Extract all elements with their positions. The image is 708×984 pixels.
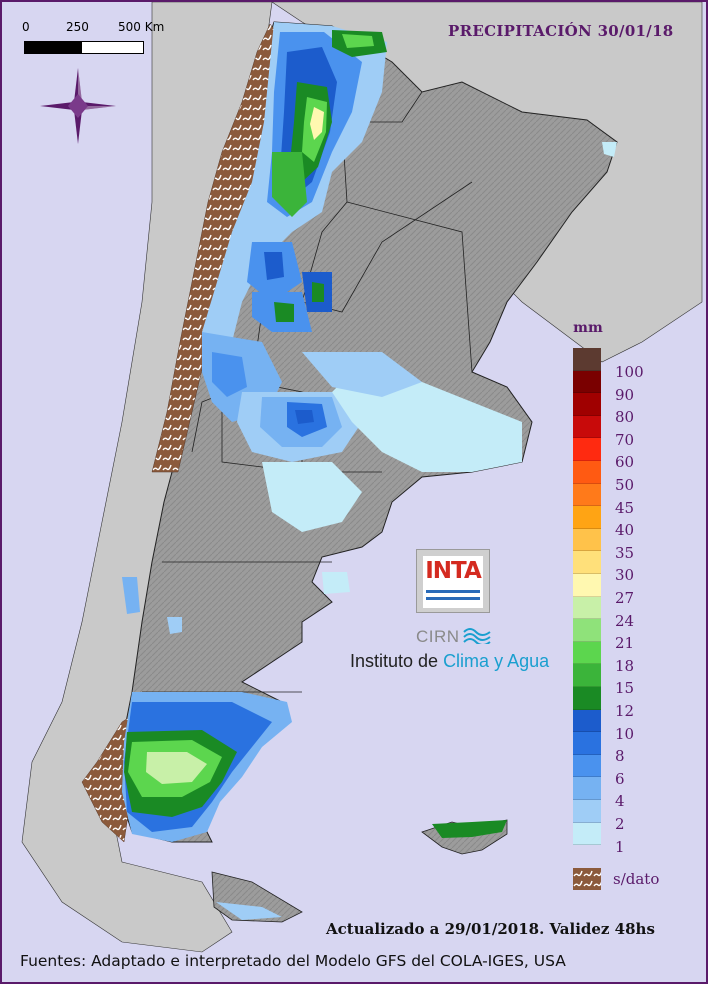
legend-label: 15	[615, 679, 635, 698]
inta-logo-text: INTA	[425, 558, 482, 584]
legend-label: 30	[615, 566, 635, 585]
waves-icon	[463, 628, 491, 644]
legend-swatch	[573, 709, 601, 733]
scale-bar	[24, 41, 144, 54]
legend-swatch	[573, 393, 601, 416]
legend-swatch	[573, 528, 601, 552]
precipitation-south	[122, 572, 507, 920]
legend-swatch	[573, 641, 601, 665]
legend-label: 70	[615, 430, 635, 449]
legend-label: 8	[615, 747, 625, 766]
legend-label: 18	[615, 656, 635, 675]
updated-text: Actualizado a 29/01/2018. Validez 48hs	[326, 920, 655, 938]
sources-text: Fuentes: Adaptado e interpretado del Mod…	[20, 952, 566, 970]
legend-swatch	[573, 483, 601, 507]
institute-prefix: Instituto de	[350, 651, 444, 671]
legend-label: 45	[615, 498, 635, 517]
legend-swatch	[573, 551, 601, 574]
legend-label: 12	[615, 702, 635, 720]
scale-label-500: 500 Km	[118, 20, 165, 34]
legend-label: 21	[615, 634, 635, 653]
legend-swatch	[573, 800, 601, 823]
legend-label: 1	[615, 837, 625, 856]
legend-label: 90	[615, 385, 635, 404]
compass-rose-icon	[40, 68, 116, 144]
legend-swatch	[573, 370, 601, 394]
legend-label: 27	[615, 589, 635, 607]
inta-logo: INTA CIRN Instituto de Clima y Agua	[350, 549, 566, 679]
legend-swatch	[573, 461, 601, 484]
legend-label: 50	[615, 476, 635, 494]
institute-name: Instituto de Clima y Agua	[350, 651, 549, 672]
legend-no-data-label: s/dato	[613, 870, 660, 888]
legend-label: 35	[615, 543, 635, 562]
legend-swatch	[573, 506, 601, 529]
legend-swatch	[573, 596, 601, 620]
legend-label: 4	[615, 792, 625, 811]
legend-label: 100	[615, 363, 644, 381]
legend-swatch	[573, 438, 601, 461]
scale-label-0: 0	[22, 20, 30, 34]
legend-swatch	[573, 664, 601, 687]
legend-swatch	[573, 348, 601, 371]
legend-swatch	[573, 754, 601, 778]
scale-label-250: 250	[66, 20, 89, 34]
legend-label: 80	[615, 408, 635, 427]
legend-label: 24	[615, 611, 635, 630]
inta-logo-box: INTA	[416, 549, 490, 613]
legend-swatch	[573, 687, 601, 710]
legend-no-data-swatch	[573, 868, 601, 890]
legend-swatch	[573, 574, 601, 597]
legend-swatch	[573, 777, 601, 800]
legend-label: 40	[615, 521, 635, 540]
legend-swatch	[573, 822, 601, 846]
legend-label: 2	[615, 815, 625, 833]
legend-label: 10	[615, 724, 635, 743]
legend-swatch	[573, 619, 601, 642]
precipitation-north	[202, 22, 617, 532]
legend-unit: mm	[573, 320, 603, 336]
cirn-label: CIRN	[416, 627, 460, 646]
scale-labels: 0 250 500 Km	[22, 20, 182, 34]
legend-label: 60	[615, 453, 635, 472]
legend: mm 100 90 80 70 60 50 45 40 35 30 27 24 21 18 15 12 10 8 6…	[573, 320, 703, 900]
map-title: PRECIPITACIÓN 30/01/18	[448, 22, 674, 40]
legend-swatch	[573, 415, 601, 439]
legend-label: 6	[615, 769, 625, 788]
institute-accent: Clima y Agua	[443, 651, 550, 671]
legend-swatch	[573, 732, 601, 755]
